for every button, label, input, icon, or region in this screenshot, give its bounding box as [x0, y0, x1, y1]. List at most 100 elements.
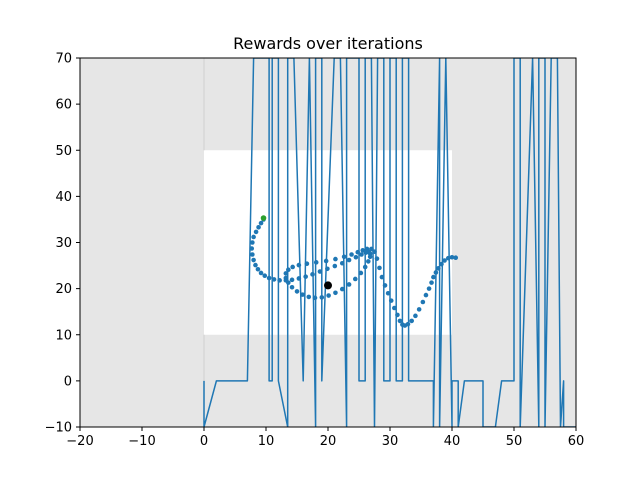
trajectory-point	[258, 270, 264, 276]
trajectory-point	[392, 305, 397, 311]
inner-clear-region	[204, 150, 452, 335]
start-point	[260, 215, 267, 221]
trajectory-point	[294, 289, 300, 294]
trajectory-point	[395, 312, 400, 318]
trajectory-point	[433, 270, 439, 275]
trajectory-point	[286, 280, 291, 285]
trajectory-point	[283, 275, 289, 281]
trajectory-point	[385, 290, 391, 296]
trajectory-point	[266, 275, 272, 281]
y-tick-label: 70	[55, 52, 72, 67]
trajectory-point	[333, 290, 338, 296]
trajectory-point	[339, 286, 345, 292]
y-tick-label: 10	[55, 328, 72, 343]
trajectory-point	[355, 249, 361, 255]
trajectory-point	[312, 295, 318, 301]
trajectory-point	[374, 256, 380, 261]
shaded-regions	[80, 58, 576, 427]
trajectory-point	[431, 274, 436, 280]
trajectory-point	[339, 260, 345, 266]
trajectory-point	[364, 246, 370, 252]
trajectory-point	[300, 292, 305, 297]
trajectory-point	[352, 276, 358, 282]
plot-series	[203, 58, 576, 427]
trajectory-point	[445, 255, 451, 261]
trajectory-point	[346, 282, 352, 287]
x-tick-label: 60	[568, 434, 585, 449]
trajectory-point	[250, 240, 255, 245]
trajectory-point	[249, 246, 255, 251]
trajectory-point	[367, 251, 373, 256]
trajectory-point	[296, 276, 302, 281]
trajectory-point	[304, 261, 310, 267]
trajectory-point	[442, 258, 447, 263]
y-tick-label: −10	[45, 421, 72, 436]
y-tick-label: 60	[55, 98, 72, 113]
x-tick-label: 20	[320, 434, 337, 449]
target-point	[324, 281, 332, 290]
trajectory-point	[358, 270, 364, 276]
trajectory-point	[253, 229, 259, 235]
trajectory-point	[426, 286, 432, 291]
trajectory-point	[359, 252, 364, 257]
trajectory-point	[262, 273, 268, 279]
trajectory-point	[379, 274, 385, 280]
trajectory-point	[420, 299, 426, 305]
trajectory-point	[346, 257, 352, 263]
x-tick-label: 10	[258, 434, 275, 449]
trajectory-point	[360, 248, 366, 253]
trajectory-point	[277, 278, 282, 283]
trajectory-point	[353, 254, 359, 260]
x-tick-label: −20	[66, 434, 93, 449]
trajectory-point	[429, 280, 434, 285]
x-tick-label: 40	[444, 434, 461, 449]
trajectory-point	[333, 256, 338, 262]
y-tick-label: 0	[64, 374, 72, 389]
trajectory-point	[332, 263, 338, 269]
trajectory-point	[326, 293, 331, 298]
trajectory-point	[289, 284, 295, 290]
trajectory-point	[306, 294, 312, 300]
trajectory-point	[290, 264, 295, 270]
y-tick-label: 20	[55, 282, 72, 297]
trajectory-point	[388, 298, 394, 303]
trajectory-point	[296, 262, 302, 268]
trajectory-point	[449, 254, 455, 260]
y-tick-label: 50	[55, 144, 72, 159]
trajectory-point	[367, 254, 373, 260]
trajectory-point	[325, 266, 330, 272]
x-tick-label: 30	[382, 434, 399, 449]
trajectory-point	[319, 295, 325, 300]
trajectory-point	[310, 272, 315, 277]
trajectory-point	[323, 258, 329, 264]
trajectory-point	[313, 260, 319, 265]
trajectory-point	[271, 277, 277, 282]
trajectory-point	[405, 321, 411, 327]
trajectory-point	[369, 246, 374, 252]
trajectory-point	[439, 261, 444, 267]
trajectory-point	[286, 267, 291, 273]
trajectory-point	[413, 313, 418, 319]
chart-title: Rewards over iterations	[233, 34, 423, 53]
trajectory-point	[283, 271, 289, 276]
trajectory-point	[453, 255, 459, 261]
trajectory-point	[366, 259, 371, 264]
trajectory-point	[377, 265, 382, 271]
trajectory-point	[349, 252, 354, 257]
trajectory-point	[289, 277, 295, 283]
trajectory-point	[317, 269, 323, 274]
trajectory-point	[397, 318, 403, 324]
trajectory-point	[423, 292, 429, 298]
trajectory-point	[251, 257, 256, 263]
x-tick-label: −10	[128, 434, 155, 449]
trajectory-point	[303, 274, 308, 279]
trajectory-point	[251, 234, 256, 240]
y-tick-label: 30	[55, 236, 72, 251]
trajectory-point	[250, 252, 255, 257]
trajectory-point	[258, 220, 264, 226]
x-tick-label: 50	[506, 434, 523, 449]
trajectory-point	[255, 266, 261, 272]
trajectory-point	[382, 283, 388, 288]
